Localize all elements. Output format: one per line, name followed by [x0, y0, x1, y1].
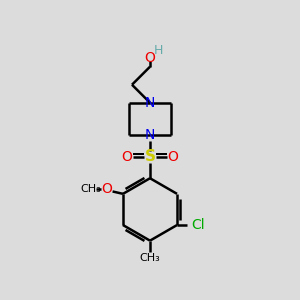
Text: O: O [145, 51, 155, 65]
Text: CH₃: CH₃ [81, 184, 101, 194]
Text: H: H [154, 44, 164, 57]
Text: N: N [145, 128, 155, 142]
Text: O: O [168, 150, 178, 164]
Text: N: N [145, 96, 155, 110]
Text: O: O [101, 182, 112, 197]
Text: O: O [122, 150, 132, 164]
Text: CH₃: CH₃ [140, 253, 160, 263]
Text: S: S [145, 149, 155, 164]
Text: Cl: Cl [191, 218, 205, 232]
